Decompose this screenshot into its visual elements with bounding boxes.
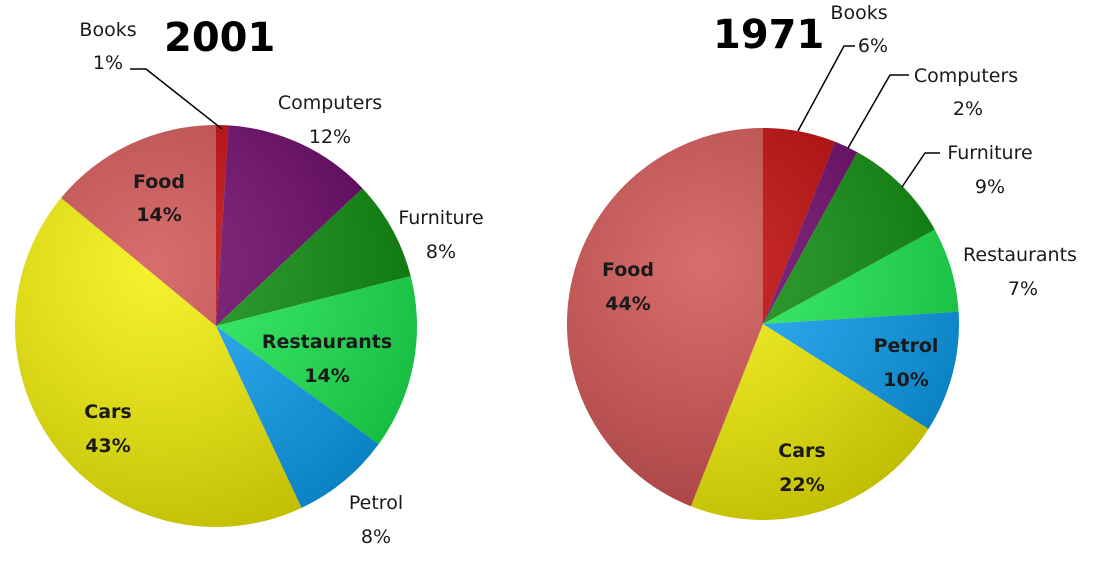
chart-title-2001: 2001 bbox=[164, 15, 275, 61]
slice-value-restaurants-1971: 7% bbox=[1008, 278, 1038, 300]
slice-value-petrol-2001: 8% bbox=[361, 526, 391, 548]
leader-line-books-2001 bbox=[130, 68, 223, 130]
slice-label-books-1971: Books bbox=[830, 2, 887, 24]
slice-label-restaurants-1971: Restaurants bbox=[963, 244, 1077, 266]
slice-value-food-2001: 14% bbox=[136, 204, 181, 226]
leader-line-furniture-1971 bbox=[901, 152, 940, 188]
slice-value-computers-1971: 2% bbox=[953, 98, 983, 120]
chart-title-1971: 1971 bbox=[713, 12, 824, 58]
slice-label-food-2001: Food bbox=[133, 171, 185, 193]
slice-value-furniture-1971: 9% bbox=[975, 176, 1005, 198]
slice-label-cars-1971: Cars bbox=[778, 440, 825, 462]
slice-label-petrol-1971: Petrol bbox=[874, 335, 939, 357]
slice-value-books-2001: 1% bbox=[93, 52, 123, 74]
slice-value-cars-2001: 43% bbox=[85, 435, 130, 457]
slice-label-furniture-2001: Furniture bbox=[398, 207, 483, 229]
slice-label-computers-2001: Computers bbox=[278, 92, 382, 114]
leader-line-books-1971 bbox=[797, 45, 855, 132]
slice-label-restaurants-2001: Restaurants bbox=[262, 331, 392, 353]
slice-value-restaurants-2001: 14% bbox=[304, 365, 349, 387]
slice-label-food-1971: Food bbox=[602, 259, 654, 281]
slice-value-computers-2001: 12% bbox=[309, 126, 351, 148]
slice-value-petrol-1971: 10% bbox=[883, 369, 928, 391]
slice-label-computers-1971: Computers bbox=[914, 65, 1018, 87]
slice-label-furniture-1971: Furniture bbox=[947, 142, 1032, 164]
pie-chart-2001: Books 1% Computers 12% Furniture 8% Restaurant… bbox=[15, 19, 484, 548]
slice-value-books-1971: 6% bbox=[858, 35, 888, 57]
slice-label-cars-2001: Cars bbox=[84, 401, 131, 423]
slice-label-petrol-2001: Petrol bbox=[349, 492, 403, 514]
leader-line-computers-1971 bbox=[847, 74, 909, 149]
slice-value-cars-1971: 22% bbox=[779, 474, 824, 496]
slice-value-food-1971: 44% bbox=[605, 293, 650, 315]
slice-value-furniture-2001: 8% bbox=[426, 241, 456, 263]
pie-chart-1971: Books 6% Computers 2% Furniture 9% Restaurants… bbox=[566, 2, 1077, 521]
slice-label-books-2001: Books bbox=[79, 19, 136, 41]
